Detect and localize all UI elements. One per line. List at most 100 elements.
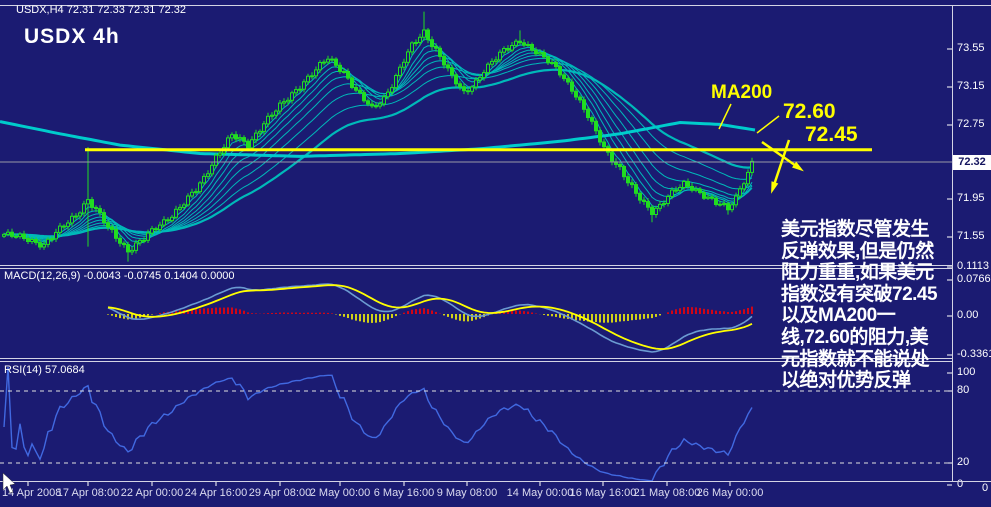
candle-body: [586, 108, 590, 119]
rsi-line: [3, 366, 753, 481]
candle-body: [634, 184, 638, 194]
candle-body: [738, 188, 742, 197]
ma200-annotation-label: MA200: [711, 82, 773, 103]
candle-body: [18, 233, 22, 238]
candle-body: [238, 137, 242, 140]
candle-body: [154, 228, 158, 231]
price-axis-label: 73.15: [957, 80, 985, 92]
candle-body: [654, 207, 658, 216]
ema-ribbon-line: [3, 49, 753, 242]
candle-body: [374, 105, 378, 108]
candle-body: [330, 58, 334, 61]
candle-body: [342, 71, 346, 73]
candle-body: [126, 244, 130, 253]
time-axis-label: 14 May 00:00: [506, 487, 574, 499]
candle-body: [590, 117, 594, 122]
resistance-7245-label: 72.45: [805, 123, 858, 146]
rsi-axis-label: 0: [957, 478, 964, 490]
candle-body: [418, 36, 422, 43]
candle-body: [566, 78, 570, 83]
candle-body: [26, 238, 30, 242]
main-price-panel: [0, 11, 756, 262]
price-axis-label: 71.95: [957, 192, 985, 204]
analysis-note-line: 美元指数尽管发生: [781, 219, 930, 240]
macd-signal-line: [107, 284, 753, 350]
candle-body: [166, 219, 170, 222]
candle-body: [306, 75, 310, 83]
candle-body: [42, 243, 46, 248]
analysis-note-line: 以及MA200一: [781, 305, 896, 327]
candle-body: [322, 61, 326, 64]
candle-body: [370, 103, 374, 107]
time-axis-label: 21 May 08:00: [633, 487, 701, 499]
candle-body: [482, 72, 486, 79]
candle-body: [2, 233, 6, 237]
candle-body: [338, 64, 342, 73]
rsi-indicator-label: RSI(14) 57.0684: [4, 364, 85, 376]
candle-body: [358, 89, 362, 94]
candle-body: [218, 152, 222, 156]
candle-body: [446, 64, 450, 69]
symbol-quote-line: USDX,H4 72.31 72.33 72.31 72.32: [16, 4, 187, 16]
candle-body: [182, 204, 186, 208]
candle-body: [170, 216, 174, 222]
resistance-pointer-line: [756, 115, 780, 134]
candle-body: [662, 203, 666, 205]
macd-axis-label: 0.0766: [957, 273, 991, 285]
candle-body: [706, 196, 710, 199]
candle-body: [58, 225, 62, 233]
candle-body: [310, 75, 314, 78]
macd-axis-label: 0.1113: [957, 260, 990, 272]
candle-body: [230, 134, 234, 139]
candle-body: [722, 203, 726, 206]
ema-ribbon-line: [3, 45, 753, 243]
analysis-note-line: 元指数就不能说处: [781, 348, 930, 370]
candle-body: [682, 181, 686, 188]
time-axis-label: 22 Apr 00:00: [120, 487, 184, 499]
candle-body: [10, 231, 14, 237]
chart-title: USDX 4h: [24, 25, 120, 48]
candle-body: [190, 191, 194, 197]
candle-body: [354, 87, 358, 91]
candle-body: [750, 160, 754, 173]
time-axis-label: 6 May 16:00: [373, 487, 435, 499]
candle-body: [670, 189, 674, 198]
candle-body: [34, 239, 38, 244]
candle-body: [94, 206, 98, 210]
price-axis-label: 72.75: [957, 118, 985, 130]
analysis-note-line: 指数没有突破72.45: [781, 283, 938, 305]
time-axis-label: 2 May 00:00: [309, 487, 371, 499]
time-axis-label: 9 May 08:00: [436, 487, 498, 499]
candle-body: [130, 249, 134, 253]
candle-body: [302, 81, 306, 90]
candle-body: [550, 62, 554, 64]
candle-body: [178, 206, 182, 210]
macd-indicator-label: MACD(12,26,9) -0.0043 -0.0745 0.1404 0.0…: [4, 270, 235, 282]
candle-body: [714, 197, 718, 206]
candle-body: [462, 86, 466, 92]
candle-body: [402, 61, 406, 68]
candle-body: [694, 188, 698, 191]
candle-body: [710, 196, 714, 199]
candle-body: [514, 40, 518, 46]
candle-body: [62, 225, 66, 228]
candle-body: [106, 222, 110, 228]
candle-body: [6, 231, 10, 235]
macd-main-line: [107, 283, 753, 353]
candle-body: [494, 59, 498, 62]
candle-body: [626, 176, 630, 184]
analysis-note-line: 以绝对优势反弹: [781, 370, 911, 392]
candle-body: [534, 49, 538, 55]
candle-body: [570, 81, 574, 92]
candle-body: [78, 212, 82, 217]
candle-body: [86, 199, 90, 205]
price-axis-label: 73.55: [957, 42, 985, 54]
candle-body: [134, 242, 138, 251]
candle-body: [278, 102, 282, 112]
rsi-panel: [3, 366, 753, 481]
arrowhead-icon: [771, 181, 779, 194]
candle-body: [122, 242, 126, 246]
candle-body: [542, 52, 546, 58]
candle-body: [718, 203, 722, 206]
